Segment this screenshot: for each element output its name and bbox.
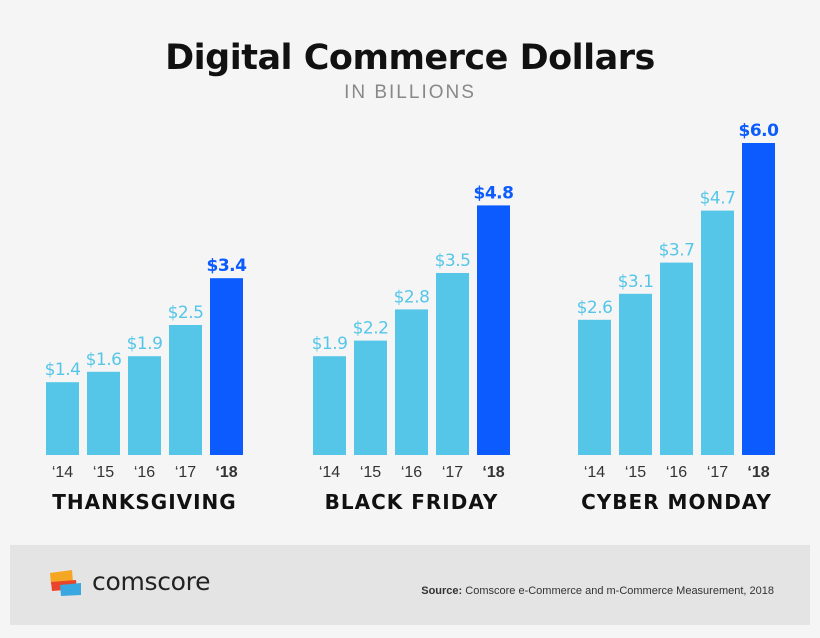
x-tick-label: ‘16 <box>134 464 155 481</box>
bar-value-label: $2.8 <box>394 287 430 307</box>
bar-value-label: $2.5 <box>168 303 204 323</box>
x-tick-label: ‘14 <box>52 464 73 481</box>
x-tick-label: ‘17 <box>442 464 463 481</box>
x-tick-label: ‘18 <box>215 464 237 481</box>
bar <box>46 382 79 455</box>
bar-value-label: $3.4 <box>207 256 248 276</box>
bar <box>128 356 161 455</box>
footer: comscore Source: Comscore e-Commerce and… <box>10 545 810 625</box>
group-label: BLACK FRIDAY <box>325 490 499 514</box>
bar-value-label: $1.4 <box>45 360 81 380</box>
x-tick-label: ‘14 <box>584 464 605 481</box>
x-tick-label: ‘18 <box>482 464 504 481</box>
bar <box>578 319 611 455</box>
bar-value-label: $1.9 <box>127 334 163 354</box>
bar <box>701 210 734 455</box>
source-label: Source: <box>421 585 463 597</box>
bar-value-label: $3.7 <box>659 241 695 261</box>
bar <box>436 273 469 455</box>
x-tick-label: ‘15 <box>360 464 381 481</box>
x-tick-label: ‘16 <box>666 464 687 481</box>
bar-value-label: $4.7 <box>700 189 736 209</box>
x-tick-label: ‘17 <box>175 464 196 481</box>
bar-value-label: $2.2 <box>353 319 389 339</box>
bar <box>742 143 775 455</box>
x-tick-label: ‘14 <box>319 464 340 481</box>
bar <box>354 340 387 455</box>
bar-value-label: $3.5 <box>435 251 471 271</box>
bar <box>660 262 693 455</box>
group-label: CYBER MONDAY <box>581 490 772 514</box>
bar <box>210 278 243 455</box>
bar-value-label: $1.6 <box>86 350 122 370</box>
bar-value-label: $2.6 <box>577 298 613 318</box>
bar <box>313 356 346 455</box>
bar-value-label: $1.9 <box>312 334 348 354</box>
source-note: Source: Comscore e-Commerce and m-Commer… <box>421 585 774 597</box>
x-tick-label: ‘16 <box>401 464 422 481</box>
x-tick-label: ‘15 <box>93 464 114 481</box>
comscore-logo-icon <box>50 570 81 596</box>
bar <box>169 325 202 455</box>
source-text: Comscore e-Commerce and m-Commerce Measu… <box>465 585 774 597</box>
chart-subtitle: IN BILLIONS <box>344 82 476 103</box>
chart-title: Digital Commerce Dollars <box>165 38 655 78</box>
x-tick-label: ‘18 <box>747 464 769 481</box>
bar-value-label: $3.1 <box>618 272 654 292</box>
bar <box>395 309 428 455</box>
bar-charts: $1.4 ‘14 $1.6 ‘15 $1.9 ‘16 $2.5 ‘17 $3.4 ‘18 THANK… <box>45 121 780 514</box>
bar <box>619 293 652 455</box>
bar <box>477 205 510 455</box>
comscore-logo-text: comscore <box>92 567 211 596</box>
bar-value-label: $4.8 <box>474 183 514 203</box>
x-tick-label: ‘15 <box>625 464 646 481</box>
bar-value-label: $6.0 <box>739 121 780 141</box>
group-label: THANKSGIVING <box>52 490 236 514</box>
bar <box>87 371 120 455</box>
x-tick-label: ‘17 <box>707 464 728 481</box>
